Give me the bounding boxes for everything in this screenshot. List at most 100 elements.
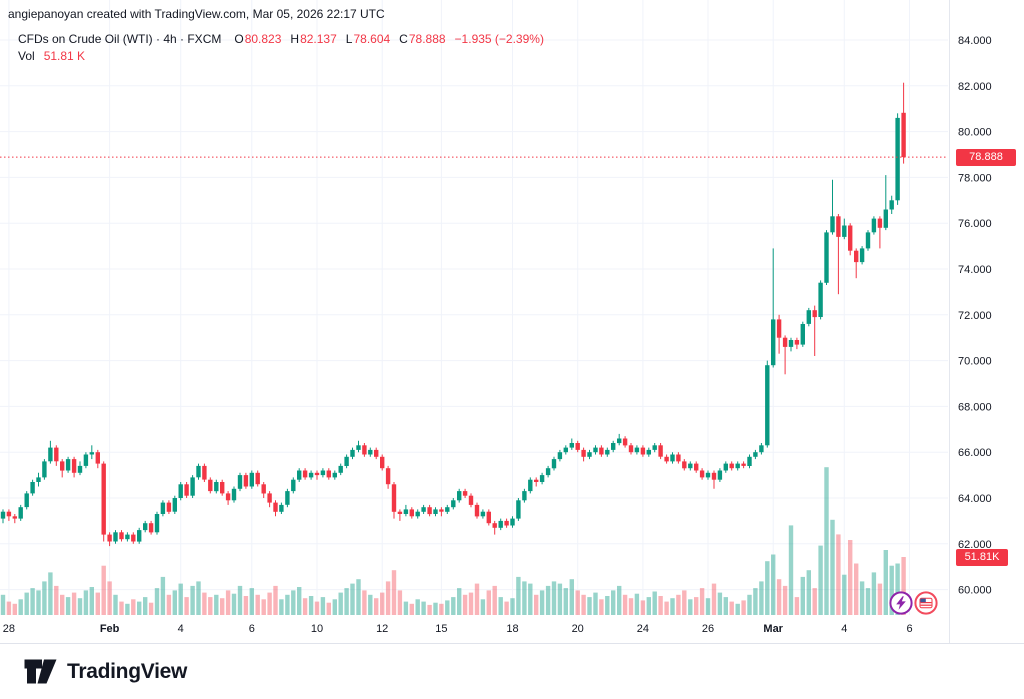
- volume-bar: [765, 561, 770, 615]
- candle: [771, 319, 776, 366]
- volume-bar: [457, 588, 462, 615]
- candle: [374, 449, 379, 457]
- candle: [113, 532, 118, 542]
- candle: [646, 449, 651, 455]
- candle: [510, 518, 515, 526]
- candle: [439, 509, 444, 512]
- candle: [249, 472, 254, 487]
- volume-bar: [297, 587, 302, 615]
- candle: [474, 504, 480, 517]
- lightning-bolt-icon[interactable]: [889, 591, 913, 615]
- candle: [865, 232, 871, 249]
- volume-bar: [670, 598, 675, 615]
- candle: [889, 200, 894, 210]
- candle: [427, 507, 432, 515]
- volume-bar: [859, 581, 865, 615]
- volume-bar: [403, 601, 409, 615]
- candle: [605, 449, 610, 455]
- candle: [255, 472, 260, 485]
- volume-bar: [575, 590, 580, 615]
- candle: [504, 520, 509, 526]
- volume-bar: [54, 585, 59, 615]
- volume-bar: [279, 599, 284, 615]
- volume-bar: [474, 583, 480, 615]
- volume-bar: [581, 594, 586, 615]
- candle: [800, 324, 805, 345]
- price-tick-label: 84.000: [958, 35, 992, 47]
- volume-bar: [30, 588, 35, 615]
- candle: [551, 459, 557, 469]
- open-label: O: [234, 32, 244, 46]
- candle: [89, 452, 94, 455]
- volume-bar: [569, 579, 574, 615]
- candle: [901, 112, 906, 158]
- event-markers: [888, 590, 940, 617]
- candle: [214, 482, 219, 492]
- us-flag-icon[interactable]: [914, 591, 938, 615]
- candle: [0, 511, 6, 519]
- candle: [356, 445, 361, 450]
- candle: [539, 475, 545, 482]
- candle: [895, 117, 900, 201]
- volume-bar: [143, 597, 148, 615]
- volume-value: 51.81 K: [43, 49, 86, 63]
- candle: [154, 514, 160, 533]
- candle: [119, 532, 124, 540]
- volume-bar: [593, 592, 598, 615]
- candle: [54, 447, 59, 462]
- time-tick-label: 4: [178, 623, 184, 635]
- volume-bar: [652, 591, 657, 615]
- volume-bar: [202, 592, 207, 615]
- volume-bar: [622, 594, 628, 615]
- candle: [492, 523, 497, 528]
- open-value: 80.823: [244, 32, 282, 46]
- time-tick-label: Feb: [100, 623, 120, 635]
- volume-bar: [694, 597, 699, 615]
- candle: [830, 216, 835, 233]
- candle: [593, 447, 598, 453]
- price-tick-label: 62.000: [958, 539, 992, 551]
- candle: [302, 470, 308, 478]
- candlestick-canvas[interactable]: 84.000 82.000 80.000 78.000 76.000 74.000 72.0…: [0, 0, 1024, 643]
- last-price-badge: 78.888: [956, 149, 1016, 166]
- volume-bar: [800, 576, 805, 615]
- volume-bar: [160, 576, 166, 615]
- volume-bar: [350, 583, 355, 615]
- volume-bar: [735, 603, 740, 615]
- volume-bar: [18, 599, 23, 615]
- volume-bar: [36, 590, 41, 615]
- close-value: 78.888: [408, 32, 446, 46]
- volume-bar: [385, 581, 391, 615]
- candle: [587, 452, 592, 457]
- volume-bar: [445, 600, 450, 615]
- price-tick-label: 72.000: [958, 310, 992, 322]
- price-tick-label: 78.000: [958, 172, 992, 184]
- price-chart[interactable]: 84.000 82.000 80.000 78.000 76.000 74.000 72.0…: [0, 0, 1024, 643]
- volume-bar: [154, 588, 160, 615]
- candle: [297, 470, 302, 480]
- candle: [859, 248, 865, 263]
- volume-bar: [95, 592, 100, 615]
- candle: [101, 463, 106, 535]
- volume-bar: [883, 550, 888, 615]
- candle: [12, 516, 17, 519]
- candle: [581, 449, 586, 457]
- volume-bar: [178, 583, 183, 615]
- candle: [380, 456, 385, 469]
- volume-bar: [599, 599, 604, 615]
- candle: [842, 225, 847, 237]
- candle: [812, 310, 817, 318]
- volume-bar: [634, 593, 640, 615]
- candle: [528, 479, 533, 492]
- candle: [451, 500, 456, 508]
- volume-bar: [415, 599, 420, 615]
- volume-bar: [510, 598, 515, 615]
- volume-bar: [314, 601, 320, 615]
- volume-bar: [433, 602, 438, 615]
- candle: [231, 488, 237, 501]
- tradingview-logo-link[interactable]: TradingView: [24, 659, 187, 684]
- candle: [445, 507, 450, 512]
- candle: [285, 491, 290, 505]
- candle: [6, 511, 12, 517]
- candle: [60, 461, 65, 471]
